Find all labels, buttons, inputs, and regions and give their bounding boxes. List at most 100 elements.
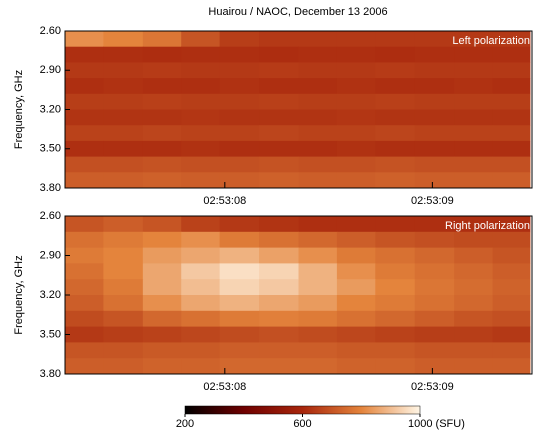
heat-cell — [181, 326, 221, 343]
heat-cell — [414, 247, 455, 264]
heat-cell — [65, 172, 104, 188]
y-tick-label: 3.80 — [40, 368, 61, 380]
heat-cell — [65, 342, 104, 359]
heat-cell — [336, 140, 376, 158]
heat-cell — [103, 93, 144, 110]
y-tick-label: 2.90 — [40, 64, 61, 76]
colorbar-tick-label: 1000 (SFU) — [408, 418, 465, 430]
heat-cell — [298, 78, 338, 95]
heat-cell — [454, 172, 494, 188]
heat-cell — [375, 263, 416, 280]
heat-cell — [142, 326, 182, 343]
heat-cell — [103, 78, 144, 95]
heat-cell — [414, 46, 455, 63]
heat-cell — [219, 140, 260, 158]
heatmap — [65, 216, 531, 374]
heat-cell — [103, 172, 144, 188]
heat-cell — [298, 140, 338, 158]
heat-cell — [219, 231, 260, 249]
heat-cell — [375, 247, 416, 264]
heat-cell — [142, 295, 182, 312]
heat-cell — [142, 31, 182, 48]
heat-cell — [219, 310, 260, 328]
heat-cell — [336, 78, 376, 95]
heat-cell — [454, 125, 494, 142]
heat-cell — [336, 156, 376, 173]
heat-cell — [259, 247, 299, 264]
heat-cell — [259, 78, 299, 95]
heat-cell — [103, 109, 144, 126]
heat-cell — [336, 295, 376, 312]
heat-cell — [414, 93, 455, 110]
heat-cell — [492, 247, 531, 264]
heat-cell — [219, 247, 260, 264]
heat-cell — [219, 78, 260, 95]
heat-cell — [454, 93, 494, 110]
y-tick-label: 3.80 — [40, 182, 61, 194]
heat-cell — [336, 109, 376, 126]
heat-cell — [259, 140, 299, 158]
heat-cell — [414, 62, 455, 79]
heat-cell — [492, 263, 531, 280]
heat-cell — [375, 358, 416, 374]
heat-cell — [414, 263, 455, 280]
heat-cell — [414, 31, 455, 48]
heat-cell — [181, 342, 221, 359]
heat-cell — [142, 231, 182, 249]
heat-cell — [103, 358, 144, 374]
heat-cell — [65, 279, 104, 296]
heat-cell — [103, 46, 144, 63]
y-tick-label: 3.20 — [40, 289, 61, 301]
heat-cell — [219, 326, 260, 343]
x-tick-label: 02:53:08 — [203, 381, 246, 393]
heat-cell — [103, 216, 144, 233]
heat-cell — [414, 125, 455, 142]
chart-title: Huairou / NAOC, December 13 2006 — [208, 6, 387, 18]
heat-cell — [181, 279, 221, 296]
heat-cell — [298, 247, 338, 264]
y-axis-label: Frequency, GHz — [13, 255, 25, 334]
heat-cell — [103, 125, 144, 142]
heat-cell — [414, 310, 455, 328]
annotation: Left polarization — [452, 35, 530, 47]
heat-cell — [219, 279, 260, 296]
y-axis-label: Frequency, GHz — [13, 70, 25, 149]
heat-cell — [181, 263, 221, 280]
heat-cell — [492, 62, 531, 79]
heat-cell — [142, 46, 182, 63]
y-tick-label: 3.50 — [40, 328, 61, 340]
heat-cell — [298, 326, 338, 343]
heat-cell — [103, 156, 144, 173]
heat-cell — [414, 326, 455, 343]
heat-cell — [181, 125, 221, 142]
heat-cell — [414, 279, 455, 296]
heat-cell — [298, 231, 338, 249]
heat-cell — [219, 263, 260, 280]
heat-cell — [65, 31, 104, 48]
heat-cell — [414, 358, 455, 374]
heat-cell — [142, 358, 182, 374]
heat-cell — [219, 31, 260, 48]
heat-cell — [414, 342, 455, 359]
heat-cell — [65, 326, 104, 343]
heat-cell — [259, 263, 299, 280]
heat-cell — [454, 295, 494, 312]
heat-cell — [259, 310, 299, 328]
heat-cell — [454, 342, 494, 359]
heat-cell — [298, 46, 338, 63]
heat-cell — [181, 216, 221, 233]
heat-cell — [414, 172, 455, 188]
colorbar-tick-label: 600 — [293, 418, 311, 430]
heat-cell — [65, 93, 104, 110]
heat-cell — [492, 216, 531, 233]
heat-cell — [454, 156, 494, 173]
heat-cell — [298, 109, 338, 126]
x-tick-label: 02:53:09 — [411, 195, 454, 207]
heat-cell — [375, 295, 416, 312]
heat-cell — [414, 78, 455, 95]
heat-cell — [375, 31, 416, 48]
heat-cell — [181, 358, 221, 374]
heat-cell — [375, 78, 416, 95]
heat-cell — [454, 310, 494, 328]
heat-cell — [336, 31, 376, 48]
